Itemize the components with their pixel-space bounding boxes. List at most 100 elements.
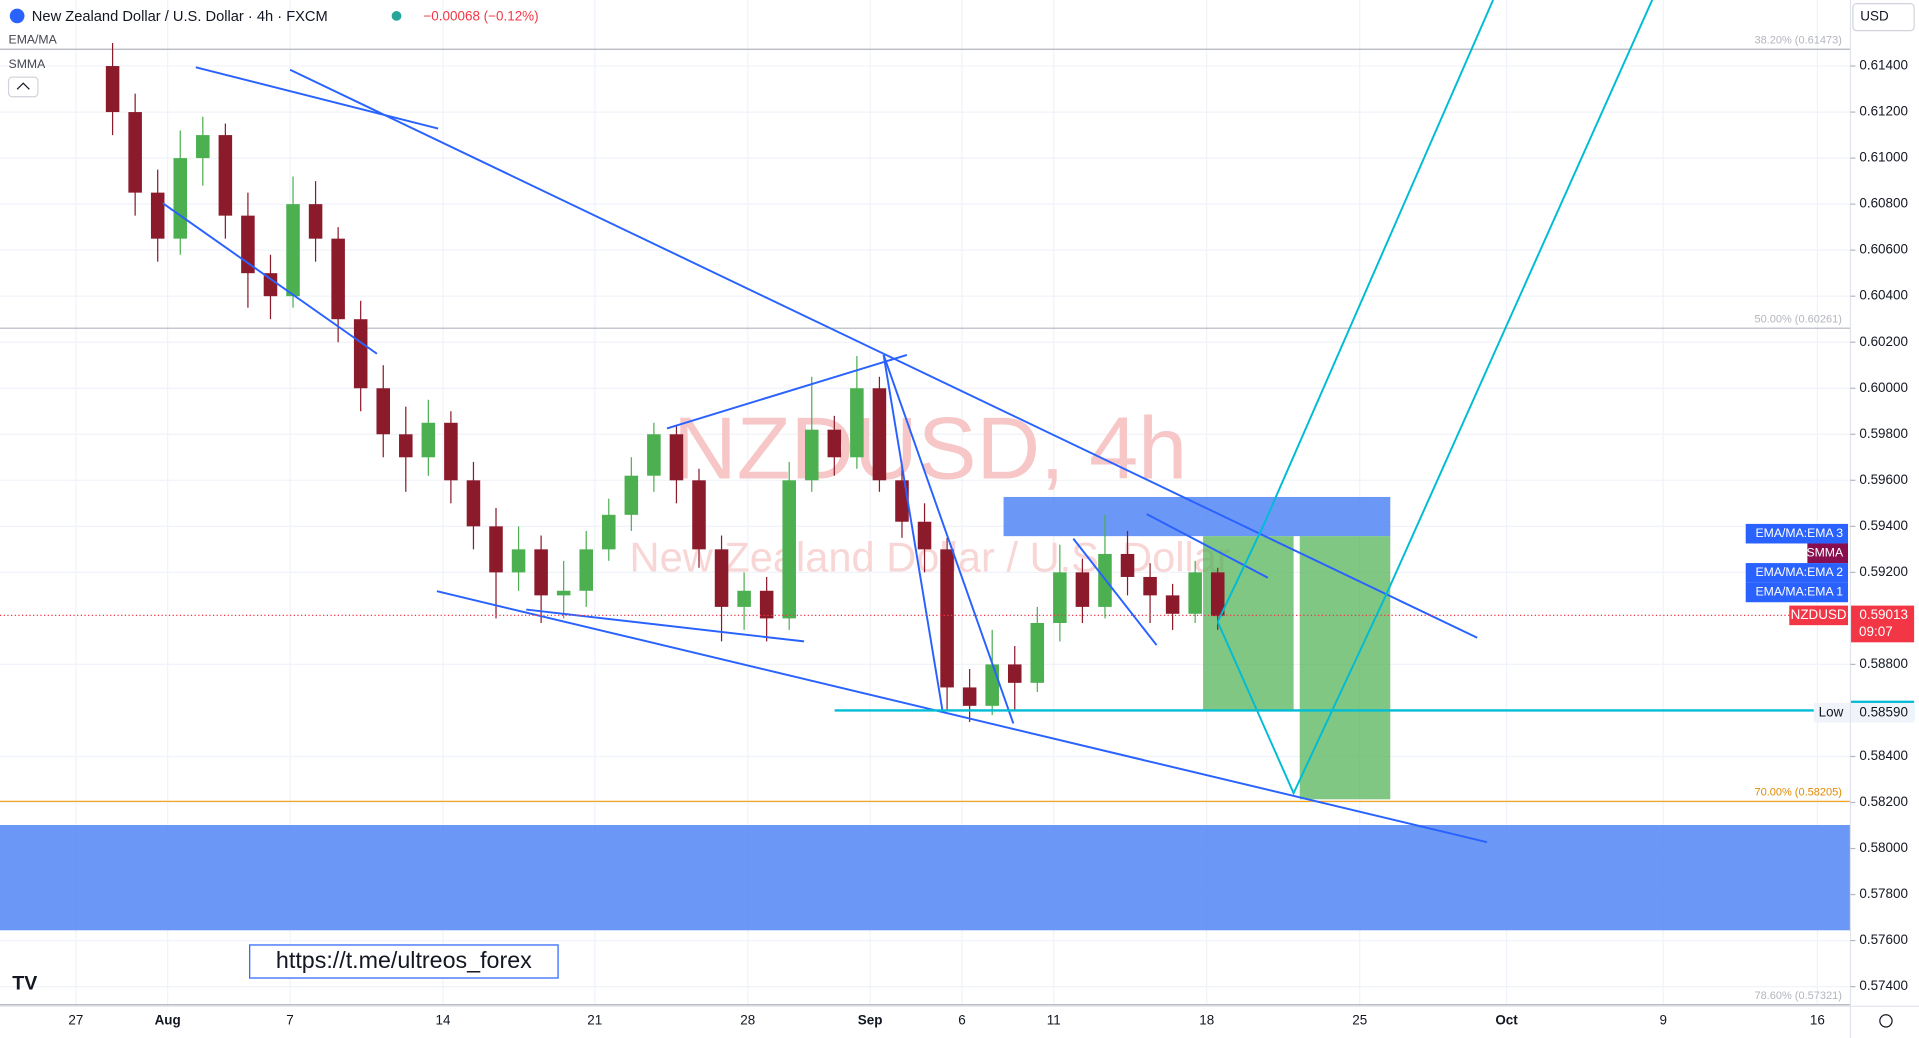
low-label: 0.58590 — [1859, 704, 1908, 719]
candle-body — [376, 388, 391, 435]
candle-body — [534, 549, 548, 596]
candle-body — [579, 549, 593, 591]
candle-body — [985, 664, 999, 706]
candle-body — [737, 590, 751, 607]
trendline — [1072, 537, 1158, 646]
trendline — [162, 202, 378, 355]
symbol-title: New Zealand Dollar / U.S. Dollar · 4h · … — [32, 9, 328, 25]
candle-body — [872, 388, 887, 481]
low-name: Low — [1819, 704, 1844, 719]
link-box[interactable] — [249, 944, 559, 979]
trendline — [289, 68, 1478, 639]
candle-body — [782, 480, 796, 619]
last-price-name: NZDUSD — [1791, 607, 1847, 622]
x-tick-label: Sep — [858, 1012, 883, 1027]
candle-body — [1188, 572, 1202, 614]
candle-body — [263, 273, 278, 297]
fib-label: 70.00% (0.58205) — [1754, 787, 1841, 799]
candle-body — [714, 549, 729, 607]
candle-body — [602, 514, 616, 550]
x-tick-label: 21 — [587, 1012, 602, 1027]
last-price-name-badge — [1789, 605, 1849, 626]
y-tick-label: 0.61400 — [1859, 58, 1908, 73]
candle-body — [105, 66, 120, 113]
collapse-button[interactable] — [7, 76, 39, 98]
y-tick-label: 0.61000 — [1859, 150, 1908, 165]
low-badge — [1813, 702, 1915, 723]
candle-body — [218, 135, 233, 216]
settings-icon[interactable] — [1879, 1014, 1893, 1028]
candle-body — [353, 319, 368, 389]
indicator-badge-label: EMA/MA:EMA 2 — [1756, 565, 1844, 579]
x-tick-label: Oct — [1495, 1012, 1518, 1027]
candle-body — [962, 687, 977, 706]
candle-body — [850, 388, 864, 458]
target-box — [1203, 536, 1294, 712]
indicator-badge — [1745, 563, 1849, 583]
indicator-badge-label: EMA/MA:EMA 1 — [1756, 585, 1844, 599]
candle-body — [1030, 622, 1045, 683]
fib-label: 50.00% (0.60261) — [1754, 314, 1841, 326]
target-box — [1299, 536, 1391, 800]
candle-body — [331, 238, 345, 320]
price-axis: 0.61400 0.61200 0.61000 0.60800 0.60600 0.604… — [1850, 58, 1908, 993]
trendline — [666, 354, 908, 430]
candle-body — [1165, 595, 1180, 614]
y-tick-label: 0.59200 — [1859, 564, 1908, 579]
trendline — [195, 66, 439, 130]
fib-label: 38.20% (0.61473) — [1754, 35, 1841, 47]
y-tick-label: 0.61200 — [1859, 104, 1908, 119]
last-price-timer: 09:07 — [1859, 624, 1893, 639]
candle-body — [511, 549, 526, 573]
x-tick-label: 6 — [958, 1012, 965, 1027]
y-tick-label: 0.58200 — [1859, 794, 1908, 809]
last-price-label: 0.59013 — [1859, 607, 1908, 622]
y-tick-label: 0.58800 — [1859, 656, 1908, 671]
x-tick-label: 28 — [740, 1012, 755, 1027]
y-tick-label: 0.57600 — [1859, 932, 1908, 947]
projection — [1216, 0, 1654, 796]
projection-path — [1216, 0, 1654, 796]
x-tick-label: 11 — [1047, 1012, 1061, 1027]
trendlines — [162, 66, 1488, 844]
candle-body — [669, 434, 684, 481]
symbol-icon — [9, 8, 25, 24]
y-tick-label: 0.59600 — [1859, 472, 1908, 487]
candle-body — [917, 521, 932, 550]
candle-body — [804, 429, 819, 481]
candle-body — [895, 480, 909, 522]
candle-body — [173, 158, 188, 239]
trendline — [882, 354, 1015, 724]
x-tick-label: 27 — [68, 1012, 83, 1027]
x-tick-label: 9 — [1659, 1012, 1666, 1027]
y-tick-label: 0.60600 — [1859, 242, 1908, 257]
time-axis: 27 Aug 7 14 21 28 Sep 6 11 18 25 Oct 9 16 — [68, 1012, 1825, 1027]
indicator-badge — [1807, 543, 1849, 564]
candle-body — [308, 204, 323, 239]
trendline — [882, 354, 944, 711]
candle-body — [286, 204, 300, 297]
logo: TV — [12, 972, 37, 994]
indicator-badge — [1745, 523, 1849, 544]
candle-body — [827, 429, 842, 458]
y-tick-label: 0.59800 — [1859, 426, 1908, 441]
y-tick-label: 0.60000 — [1859, 380, 1908, 395]
watermark-title: NZDUSD, 4h — [673, 399, 1187, 498]
link[interactable]: https://t.me/ultreos_forex — [276, 947, 532, 973]
x-tick-label: 18 — [1199, 1012, 1214, 1027]
indicator-badge — [1745, 582, 1849, 603]
candle-body — [1007, 664, 1022, 683]
candle-body — [759, 590, 774, 619]
candle-body — [1210, 572, 1225, 617]
candles — [105, 43, 1225, 722]
indicator-label: SMMA — [9, 57, 47, 71]
y-tick-label: 0.59400 — [1859, 518, 1908, 533]
y-tick-label: 0.60800 — [1859, 196, 1908, 211]
x-tick-label: Aug — [155, 1012, 181, 1027]
trendline — [526, 608, 805, 643]
y-tick-label: 0.57400 — [1859, 978, 1908, 993]
candle-body — [421, 422, 436, 458]
currency-button[interactable] — [1852, 3, 1915, 32]
